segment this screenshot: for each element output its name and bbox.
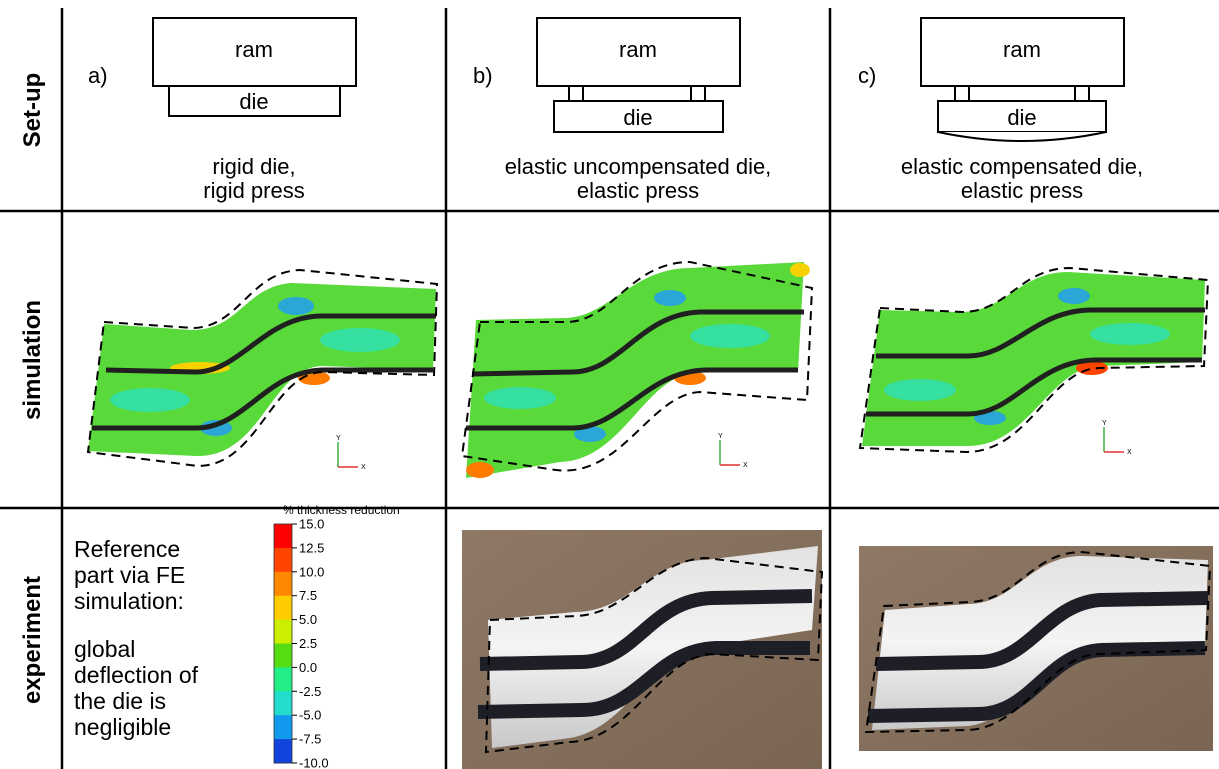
legend-tick-label: -7.5 xyxy=(299,732,321,747)
die-label: die xyxy=(1007,105,1036,130)
caption-line-1: elastic compensated die, xyxy=(901,154,1143,179)
caption-line-1: elastic uncompensated die, xyxy=(505,154,772,179)
reference-outline xyxy=(864,550,1212,734)
legend-swatch xyxy=(274,571,292,597)
reference-outline xyxy=(460,260,814,472)
axis-y-label: Y xyxy=(1102,420,1107,427)
legend-swatch xyxy=(274,547,292,573)
table-grid xyxy=(0,8,1219,769)
spacer-left xyxy=(568,85,584,102)
die-compensation-bulge xyxy=(937,131,1107,142)
legend-ticks: 15.0 12.5 10.0 7.5 5.0 2.5 0.0 -2.5 -5.0 -7.5 -10.… xyxy=(292,517,329,769)
legend-swatch xyxy=(274,524,292,549)
reference-note-line: global xyxy=(74,636,136,662)
axis-triad: Y X xyxy=(1102,420,1132,456)
axis-y-label: Y xyxy=(718,433,723,440)
experiment-photo-b xyxy=(462,530,824,769)
legend-colorbar xyxy=(273,523,293,764)
setup-c: c) ram die elastic compensated die, elas… xyxy=(858,17,1143,203)
setup-a: a) ram die rigid die, rigid press xyxy=(88,17,357,203)
spacer-right xyxy=(690,85,706,102)
reference-outline xyxy=(858,266,1210,454)
reference-note-line: Reference xyxy=(74,536,181,562)
ram-label: ram xyxy=(235,37,273,62)
legend-tick-label: 7.5 xyxy=(299,588,317,603)
legend-tick-label: 12.5 xyxy=(299,540,324,555)
axis-x-label: X xyxy=(361,464,366,471)
legend-tick-label: 5.0 xyxy=(299,612,317,627)
ram-label: ram xyxy=(1003,37,1041,62)
legend-tick-label: 15.0 xyxy=(299,517,324,532)
caption-line-2: rigid press xyxy=(203,178,304,203)
axis-y-label: Y xyxy=(336,435,341,442)
legend-swatch xyxy=(274,619,292,644)
reference-note-line: part via FE xyxy=(74,562,186,588)
axis-x-label: X xyxy=(1127,449,1132,456)
legend-title: % thickness reduction xyxy=(283,503,400,517)
reference-note-line: simulation: xyxy=(74,588,184,614)
legend-tick-label: 0.0 xyxy=(299,660,317,675)
die-block xyxy=(937,100,1107,133)
reference-note-line: the die is xyxy=(74,688,167,714)
simulation-b: Y X xyxy=(460,260,814,478)
legend-swatch xyxy=(274,715,292,740)
column-letter-c: c) xyxy=(858,63,876,88)
die-block xyxy=(168,85,341,117)
row-label-experiment: experiment xyxy=(19,576,46,704)
die-label: die xyxy=(623,105,652,130)
simulated-part xyxy=(466,262,804,478)
axis-triad: Y X xyxy=(336,435,366,471)
die-label: die xyxy=(239,89,268,114)
column-letter-a: a) xyxy=(88,63,108,88)
reference-outline xyxy=(484,556,824,754)
spacer-left xyxy=(954,85,970,102)
reference-note-line: deflection of xyxy=(74,662,199,688)
legend-tick-label: -5.0 xyxy=(299,708,321,723)
caption-line-2: elastic press xyxy=(961,178,1083,203)
reference-outline xyxy=(86,268,439,468)
legend-swatch xyxy=(274,643,292,668)
legend-tick-label: -2.5 xyxy=(299,684,321,699)
simulated-part xyxy=(862,272,1205,446)
axis-x-label: X xyxy=(743,462,748,469)
reference-note-line: negligible xyxy=(74,714,172,740)
reference-note: Reference part via FE simulation: global… xyxy=(74,536,264,740)
legend: % thickness reduction 15.0 12.5 10.0 7.5 5.0… xyxy=(273,503,400,769)
row-label-simulation: simulation xyxy=(19,300,46,420)
setup-b: b) ram die elastic uncompensated die, el… xyxy=(473,17,772,203)
legend-swatch xyxy=(274,739,292,764)
row-label-setup: Set-up xyxy=(19,73,46,148)
legend-swatch xyxy=(274,667,292,692)
die-block xyxy=(553,100,724,133)
column-letter-b: b) xyxy=(473,63,493,88)
simulated-part xyxy=(88,283,436,457)
legend-tick-label: 2.5 xyxy=(299,636,317,651)
ram-block xyxy=(152,17,357,87)
ram-block xyxy=(536,17,741,87)
legend-tick-label: 10.0 xyxy=(299,564,324,579)
spacer-right xyxy=(1074,85,1090,102)
simulation-c: Y X xyxy=(858,266,1210,456)
ram-label: ram xyxy=(619,37,657,62)
ram-block xyxy=(920,17,1125,87)
experiment-photo-c xyxy=(859,546,1213,751)
legend-swatch xyxy=(274,595,292,621)
legend-tick-label: -10.0 xyxy=(299,756,329,769)
caption-line-2: elastic press xyxy=(577,178,699,203)
axis-triad: Y X xyxy=(718,433,748,469)
simulation-a: Y X xyxy=(86,268,439,471)
legend-swatch xyxy=(274,691,292,716)
caption-line-1: rigid die, xyxy=(212,154,295,179)
